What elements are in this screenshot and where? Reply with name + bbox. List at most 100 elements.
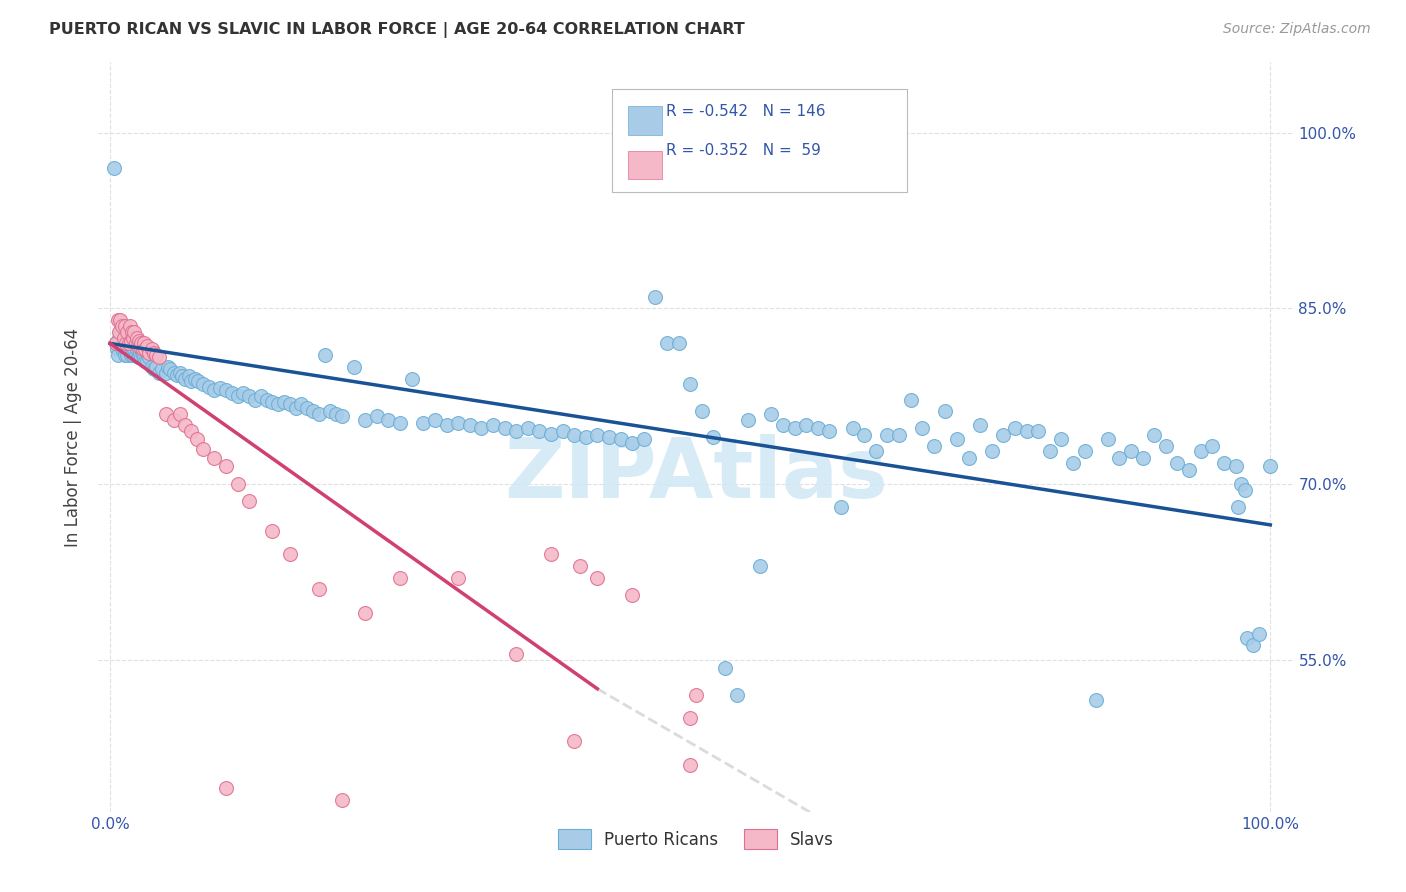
Point: [934, 404, 956, 418]
Point: [1241, 639, 1264, 653]
Point: [330, 793, 353, 807]
Point: [197, 380, 219, 394]
Point: [278, 397, 301, 411]
Point: [267, 397, 290, 411]
Point: [540, 547, 562, 561]
Point: [668, 336, 690, 351]
Point: [174, 371, 197, 385]
Point: [783, 421, 806, 435]
Point: [191, 442, 214, 456]
Point: [1062, 456, 1084, 470]
Point: [772, 418, 794, 433]
Point: [969, 418, 991, 433]
Point: [238, 389, 260, 403]
Point: [105, 343, 128, 357]
Point: [131, 351, 153, 365]
Point: [111, 318, 134, 333]
Point: [111, 336, 134, 351]
Point: [679, 711, 702, 725]
Point: [138, 351, 160, 365]
Point: [423, 412, 446, 426]
Point: [516, 421, 538, 435]
Point: [1015, 424, 1038, 438]
Point: [124, 336, 146, 351]
Point: [562, 734, 585, 748]
Point: [136, 339, 159, 353]
Point: [120, 334, 142, 348]
Point: [748, 558, 770, 573]
Point: [238, 494, 260, 508]
Point: [980, 444, 1002, 458]
Point: [482, 418, 505, 433]
Point: [586, 427, 609, 442]
Point: [169, 407, 191, 421]
Point: [124, 348, 146, 362]
Point: [1258, 459, 1281, 474]
Point: [221, 385, 243, 400]
Point: [115, 336, 138, 351]
Point: [143, 345, 166, 359]
Point: [308, 582, 330, 597]
Point: [107, 348, 129, 362]
Text: R = -0.542   N = 146: R = -0.542 N = 146: [666, 104, 825, 120]
Point: [187, 374, 209, 388]
Point: [366, 409, 388, 423]
Point: [807, 421, 830, 435]
Point: [127, 351, 149, 365]
Point: [155, 407, 177, 421]
Point: [993, 427, 1015, 442]
Point: [174, 418, 197, 433]
Point: [131, 343, 153, 357]
Point: [204, 451, 226, 466]
Point: [110, 313, 132, 327]
Point: [922, 440, 945, 453]
Text: PUERTO RICAN VS SLAVIC IN LABOR FORCE | AGE 20-64 CORRELATION CHART: PUERTO RICAN VS SLAVIC IN LABOR FORCE | …: [49, 22, 745, 38]
Point: [170, 369, 193, 384]
Point: [377, 412, 399, 426]
Point: [1178, 463, 1201, 477]
Point: [1132, 451, 1154, 466]
Point: [725, 688, 748, 702]
Point: [621, 588, 644, 602]
Point: [134, 354, 156, 368]
Point: [145, 359, 167, 374]
Point: [111, 343, 134, 357]
Point: [562, 427, 585, 442]
Point: [118, 336, 141, 351]
Point: [157, 359, 180, 374]
Point: [186, 433, 208, 447]
Point: [141, 359, 163, 374]
Point: [1154, 440, 1177, 453]
Point: [458, 418, 481, 433]
Point: [302, 404, 325, 418]
Point: [354, 412, 377, 426]
Point: [761, 407, 783, 421]
Point: [117, 325, 139, 339]
Point: [122, 348, 145, 362]
Point: [853, 427, 876, 442]
Point: [129, 345, 152, 359]
Point: [215, 384, 238, 398]
Point: [1226, 500, 1249, 515]
Point: [714, 661, 737, 675]
Point: [278, 547, 301, 561]
Point: [136, 354, 159, 368]
Point: [900, 392, 922, 407]
Point: [876, 427, 898, 442]
Point: [262, 524, 284, 538]
Point: [163, 412, 186, 426]
Point: [1143, 427, 1166, 442]
Point: [737, 412, 759, 426]
Point: [180, 424, 202, 438]
Point: [319, 404, 342, 418]
Point: [529, 424, 551, 438]
Point: [1233, 483, 1256, 497]
Point: [115, 336, 138, 351]
Point: [389, 416, 412, 430]
Point: [204, 384, 226, 398]
Point: [447, 416, 470, 430]
Point: [644, 289, 666, 303]
Point: [143, 362, 166, 376]
Point: [1026, 424, 1049, 438]
Point: [141, 343, 163, 357]
